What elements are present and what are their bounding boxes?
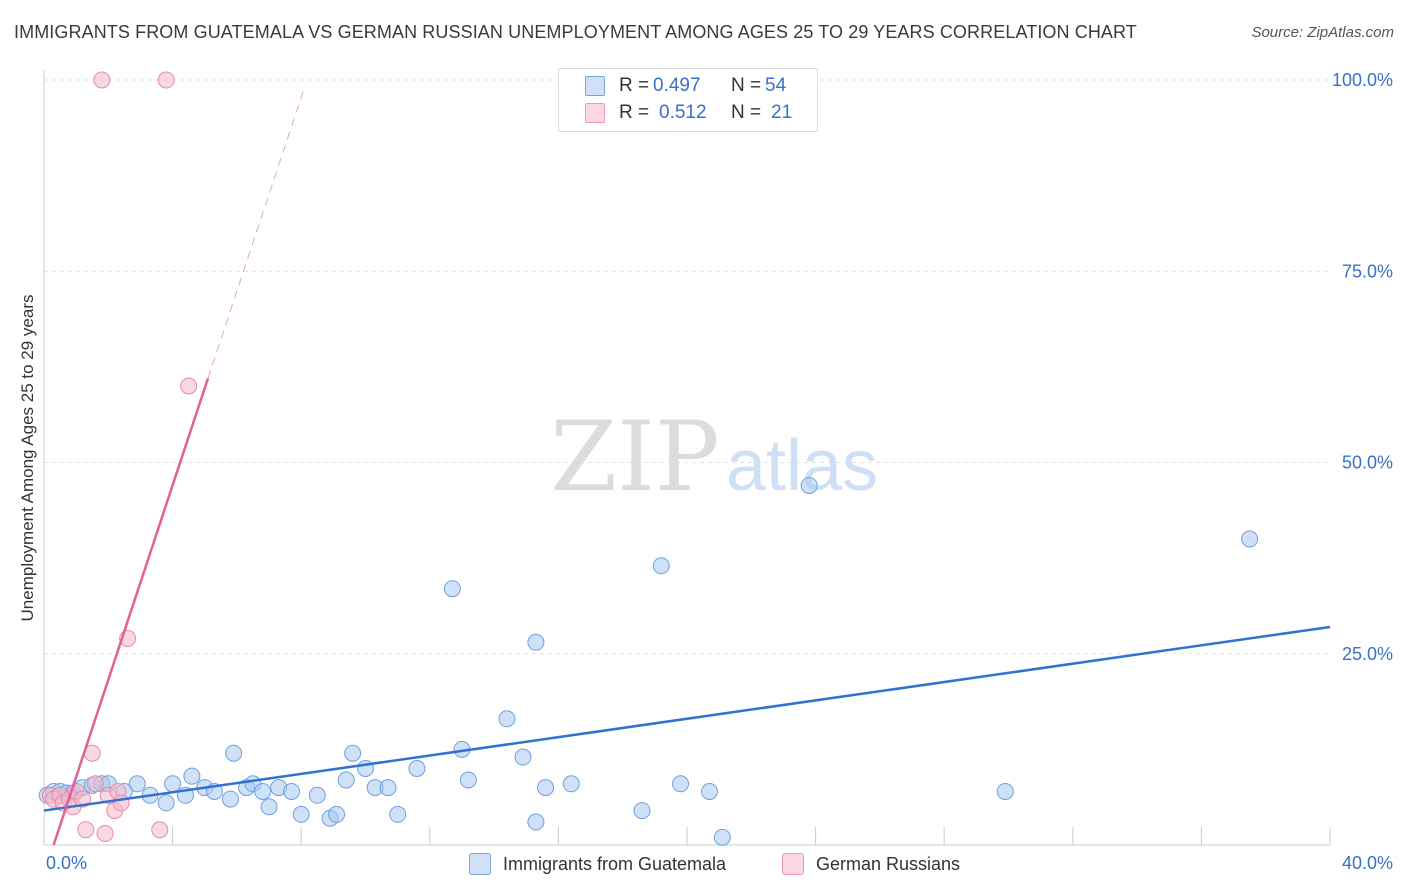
y-tick-label: 100.0%	[1332, 70, 1393, 90]
legend-swatch-german-russians	[585, 103, 605, 123]
bottom-legend-label: German Russians	[816, 853, 961, 874]
point-guatemala	[701, 782, 719, 800]
legend-r-value: 0.512	[659, 102, 707, 123]
gridlines	[44, 79, 1330, 655]
legend-swatch-guatemala	[585, 76, 605, 96]
point-guatemala	[408, 760, 426, 777]
point-guatemala	[308, 786, 326, 804]
watermark-atlas: atlas	[726, 426, 878, 506]
y-tick-label: 25.0%	[1342, 644, 1393, 664]
point-german-russians	[157, 71, 175, 89]
point-guatemala	[221, 790, 239, 808]
point-guatemala	[344, 744, 362, 762]
bottom-legend-swatch-german-russians	[782, 853, 804, 875]
trendline-german-russians-extension	[207, 87, 305, 379]
x-tick-label-min: 0.0%	[46, 853, 87, 873]
legend-r-label: R =	[619, 75, 650, 96]
point-guatemala	[800, 476, 818, 494]
point-guatemala	[292, 805, 310, 823]
point-guatemala	[498, 710, 516, 728]
bottom-legend-label: Immigrants from Guatemala	[503, 853, 727, 874]
bottom-legend-swatch-guatemala	[469, 853, 491, 875]
y-tick-label: 50.0%	[1342, 453, 1393, 473]
point-guatemala	[633, 802, 651, 820]
point-guatemala	[1241, 530, 1259, 548]
point-guatemala	[128, 775, 146, 793]
point-german-russians	[112, 794, 130, 812]
bottom-legend-guatemala: Immigrants from Guatemala	[469, 852, 726, 876]
point-guatemala	[459, 771, 477, 789]
bottom-legend-german-russians: German Russians	[782, 852, 960, 876]
legend-r-value: 0.497	[653, 75, 701, 96]
point-guatemala	[537, 779, 555, 797]
point-german-russians	[77, 821, 95, 839]
y-tick-label: 75.0%	[1342, 261, 1393, 281]
point-german-russians	[86, 775, 104, 793]
legend-n-label: N =	[731, 102, 762, 123]
point-guatemala	[514, 748, 532, 766]
trendline-guatemala	[43, 625, 1331, 812]
legend-n-value: 54	[765, 75, 787, 96]
legend-n-label: N =	[731, 75, 762, 96]
point-german-russians	[93, 71, 111, 89]
point-german-russians	[96, 825, 114, 843]
point-guatemala	[562, 775, 580, 793]
point-guatemala	[713, 828, 731, 846]
watermark: ZIP atlas	[550, 401, 878, 513]
axes	[43, 70, 1331, 846]
watermark-zip: ZIP	[550, 401, 719, 513]
point-guatemala	[337, 771, 355, 789]
chart-title: IMMIGRANTS FROM GUATEMALA VS GERMAN RUSS…	[14, 22, 1137, 42]
point-guatemala	[328, 805, 346, 823]
source-label: Source: ZipAtlas.com	[1251, 24, 1394, 41]
point-guatemala	[672, 775, 690, 793]
tick-labels: 25.0% 50.0% 75.0% 100.0% 0.0% 40.0%	[46, 70, 1393, 873]
point-guatemala	[283, 782, 301, 800]
point-german-russians	[180, 377, 198, 395]
point-guatemala	[389, 805, 407, 823]
point-guatemala	[164, 775, 182, 793]
correlation-legend: R = 0.497 N = 54 R = 0.512 N = 21	[558, 68, 818, 132]
point-guatemala	[183, 767, 201, 785]
point-guatemala	[260, 798, 278, 816]
point-guatemala	[652, 557, 670, 575]
point-guatemala	[254, 782, 272, 800]
point-guatemala	[527, 813, 545, 831]
point-guatemala	[225, 744, 243, 762]
point-guatemala	[996, 782, 1014, 800]
trendline-german-russians	[52, 377, 210, 846]
point-german-russians	[74, 790, 92, 808]
x-tick-label-max: 40.0%	[1342, 853, 1393, 873]
point-german-russians	[151, 821, 169, 839]
legend-r-label: R =	[619, 102, 650, 123]
point-guatemala	[443, 580, 461, 598]
legend-n-value: 21	[771, 102, 793, 123]
point-guatemala	[527, 633, 545, 651]
point-guatemala	[157, 794, 175, 812]
trend-lines	[43, 87, 1331, 846]
point-guatemala	[379, 779, 397, 797]
